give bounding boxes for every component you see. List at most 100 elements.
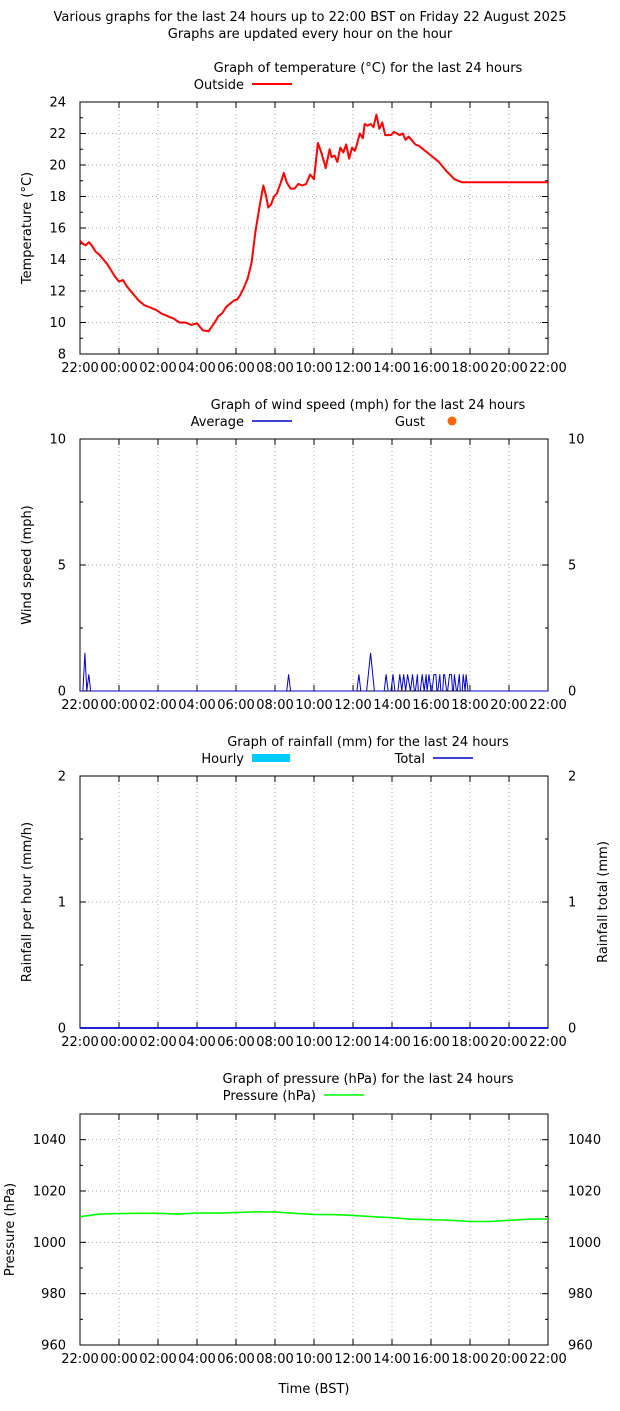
y-tick-label: 2 <box>58 770 66 785</box>
y-tick-label: 18 <box>49 190 66 205</box>
wind-y-axis-label: Wind speed (mph) <box>20 505 35 625</box>
x-tick-label: 12:00 <box>334 361 371 376</box>
x-tick-label: 12:00 <box>334 1352 371 1367</box>
x-tick-label: 16:00 <box>412 1352 449 1367</box>
x-tick-label: 12:00 <box>334 1035 371 1050</box>
x-tick-label: 16:00 <box>412 361 449 376</box>
y2-tick-label: 5 <box>568 559 576 574</box>
x-tick-label: 18:00 <box>451 1352 488 1367</box>
y-tick-label: 10 <box>49 316 66 331</box>
pressure-chart: Graph of pressure (hPa) for the last 24 … <box>3 1072 601 1397</box>
y2-tick-label: 1 <box>568 896 576 911</box>
legend-label-average: Average <box>191 415 244 430</box>
x-tick-label: 20:00 <box>490 1352 527 1367</box>
series-line-pressure-hpa <box>79 1211 549 1223</box>
page-subtitle: Graphs are updated every hour on the hou… <box>167 27 453 42</box>
wind-plot-frame <box>79 438 549 692</box>
x-tick-label: 04:00 <box>178 361 215 376</box>
x-tick-label: 18:00 <box>451 698 488 713</box>
x-tick-label: 22:00 <box>529 361 566 376</box>
x-tick-label: 12:00 <box>334 698 371 713</box>
rain-plot-frame <box>79 775 549 1029</box>
x-tick-label: 20:00 <box>490 698 527 713</box>
wind-chart-title: Graph of wind speed (mph) for the last 2… <box>211 398 526 413</box>
y2-tick-label: 0 <box>568 685 576 700</box>
x-tick-label: 22:00 <box>61 1352 98 1367</box>
rain-y-axis-label: Rainfall per hour (mm/h) <box>20 822 35 982</box>
y2-tick-label: 1040 <box>568 1133 601 1148</box>
x-tick-label: 10:00 <box>295 361 332 376</box>
legend-swatch-1 <box>447 416 457 426</box>
y-tick-label: 24 <box>49 96 66 111</box>
x-tick-label: 16:00 <box>412 698 449 713</box>
y2-tick-label: 1020 <box>568 1185 601 1200</box>
legend-label-gust: Gust <box>395 415 425 430</box>
y2-tick-label: 0 <box>568 1022 576 1037</box>
y-tick-label: 980 <box>41 1287 66 1302</box>
x-tick-label: 04:00 <box>178 1035 215 1050</box>
y2-tick-label: 2 <box>568 770 576 785</box>
series-line-average <box>80 652 548 692</box>
x-tick-label: 22:00 <box>529 1035 566 1050</box>
x-tick-label: 20:00 <box>490 361 527 376</box>
wind-speed-chart: Graph of wind speed (mph) for the last 2… <box>20 398 585 713</box>
pressure-y-axis-label: Pressure (hPa) <box>3 1183 18 1276</box>
y2-tick-label: 980 <box>568 1287 593 1302</box>
x-tick-label: 00:00 <box>100 1352 137 1367</box>
legend-label-outside: Outside <box>194 78 244 93</box>
x-tick-label: 02:00 <box>139 1035 176 1050</box>
x-tick-label: 08:00 <box>256 1352 293 1367</box>
pressure-x-axis-label: Time (BST) <box>278 1382 350 1397</box>
x-tick-label: 04:00 <box>178 1352 215 1367</box>
y-tick-label: 8 <box>58 348 66 363</box>
x-tick-label: 18:00 <box>451 1035 488 1050</box>
x-tick-label: 08:00 <box>256 1035 293 1050</box>
y-tick-label: 960 <box>41 1339 66 1354</box>
y-tick-label: 0 <box>58 1022 66 1037</box>
pressure-chart-title: Graph of pressure (hPa) for the last 24 … <box>223 1072 514 1087</box>
x-tick-label: 02:00 <box>139 361 176 376</box>
x-tick-label: 10:00 <box>295 698 332 713</box>
x-tick-label: 18:00 <box>451 361 488 376</box>
y-tick-label: 1020 <box>33 1185 66 1200</box>
x-tick-label: 14:00 <box>373 698 410 713</box>
x-tick-label: 22:00 <box>61 1035 98 1050</box>
rain-y2-axis-label: Rainfall total (mm) <box>596 841 611 963</box>
x-tick-label: 02:00 <box>139 1352 176 1367</box>
temp-plot-frame <box>79 101 549 355</box>
y-tick-label: 22 <box>49 127 66 142</box>
x-tick-label: 14:00 <box>373 1035 410 1050</box>
legend-label-pressure-hpa-: Pressure (hPa) <box>223 1089 316 1104</box>
x-tick-label: 20:00 <box>490 1035 527 1050</box>
y2-tick-label: 960 <box>568 1339 593 1354</box>
x-tick-label: 22:00 <box>529 1352 566 1367</box>
x-tick-label: 06:00 <box>217 361 254 376</box>
rain-chart-title: Graph of rainfall (mm) for the last 24 h… <box>227 735 509 750</box>
y-tick-label: 5 <box>58 559 66 574</box>
y-tick-label: 14 <box>49 253 66 268</box>
y-tick-label: 0 <box>58 685 66 700</box>
y2-tick-label: 10 <box>568 433 585 448</box>
x-tick-label: 10:00 <box>295 1352 332 1367</box>
temp-y-axis-label: Temperature (°C) <box>20 172 35 285</box>
page-title: Various graphs for the last 24 hours up … <box>53 10 567 25</box>
y-tick-label: 10 <box>49 433 66 448</box>
x-tick-label: 14:00 <box>373 361 410 376</box>
legend-label-hourly: Hourly <box>201 752 244 767</box>
y-tick-label: 1040 <box>33 1133 66 1148</box>
x-tick-label: 02:00 <box>139 698 176 713</box>
x-tick-label: 06:00 <box>217 698 254 713</box>
x-tick-label: 00:00 <box>100 361 137 376</box>
temperature-chart: Graph of temperature (°C) for the last 2… <box>20 61 567 376</box>
y-tick-label: 1 <box>58 896 66 911</box>
y-tick-label: 16 <box>49 222 66 237</box>
y-tick-label: 20 <box>49 159 66 174</box>
x-tick-label: 04:00 <box>178 698 215 713</box>
x-tick-label: 08:00 <box>256 361 293 376</box>
x-tick-label: 00:00 <box>100 1035 137 1050</box>
x-tick-label: 08:00 <box>256 698 293 713</box>
x-tick-label: 06:00 <box>217 1352 254 1367</box>
x-tick-label: 10:00 <box>295 1035 332 1050</box>
x-tick-label: 22:00 <box>61 361 98 376</box>
x-tick-label: 00:00 <box>100 698 137 713</box>
